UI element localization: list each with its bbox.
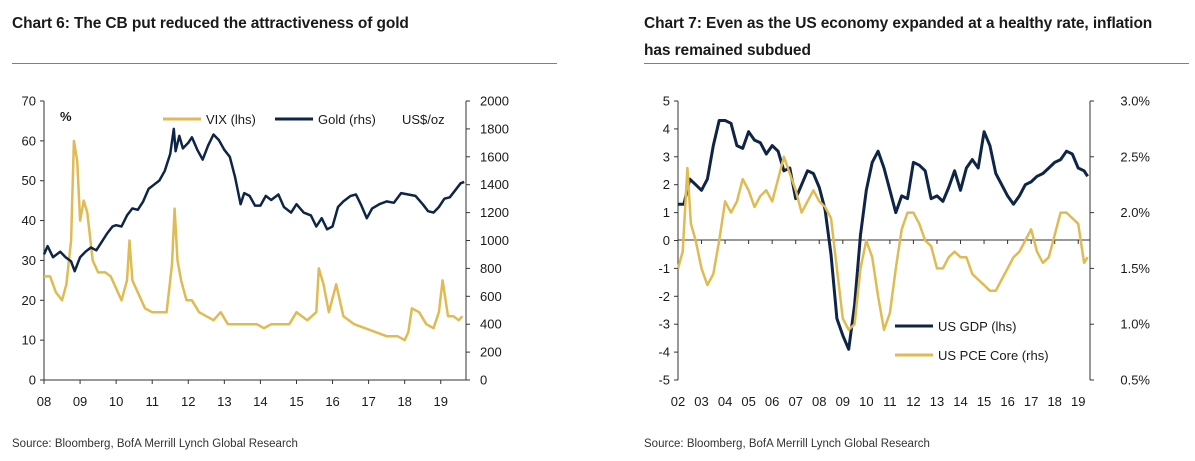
left-y-tick-label: 60 <box>22 133 36 148</box>
x-tick-label: 12 <box>906 394 920 409</box>
left-y-tick-label: -2 <box>658 289 670 304</box>
x-tick-label: 10 <box>859 394 873 409</box>
x-tick-label: 04 <box>718 394 732 409</box>
left-y-tick-label: 40 <box>22 213 36 228</box>
left-y-tick-label: 10 <box>22 333 36 348</box>
x-tick-label: 09 <box>836 394 850 409</box>
left-y-tick-label: -5 <box>658 373 670 388</box>
x-tick-label: 13 <box>930 394 944 409</box>
x-tick-label: 16 <box>325 394 339 409</box>
x-tick-label: 18 <box>397 394 411 409</box>
x-tick-label: 11 <box>883 394 897 409</box>
x-tick-label: 06 <box>765 394 779 409</box>
right-y-tick-label: 2.5% <box>1120 149 1150 164</box>
chart-7-source: Source: Bloomberg, BofA Merrill Lynch Gl… <box>644 438 930 450</box>
x-tick-label: 10 <box>109 394 123 409</box>
right-y-tick-label: 2000 <box>480 94 509 109</box>
series-line-0 <box>44 139 464 342</box>
x-tick-label: 19 <box>1071 394 1085 409</box>
left-y-tick-label: 0 <box>29 373 36 388</box>
chart-7-plot: -5-4-3-2-10123450.5%1.0%1.5%2.0%2.5%3.0%… <box>658 94 1150 410</box>
right-y-tick-label: 0.5% <box>1120 373 1150 388</box>
left-y-tick-label: 70 <box>22 94 36 109</box>
right-y-tick-label: 1.5% <box>1120 261 1150 276</box>
chart-7-title: Chart 7: Even as the US economy expanded… <box>644 15 1153 59</box>
legend-label-1: US PCE Core (rhs) <box>938 348 1049 363</box>
left-y-tick-label: 3 <box>663 149 670 164</box>
x-tick-label: 08 <box>812 394 826 409</box>
x-tick-label: 05 <box>741 394 755 409</box>
legend-label-0: VIX (lhs) <box>206 112 256 127</box>
right-axis-unit-label: US$/oz <box>402 112 445 127</box>
x-tick-label: 14 <box>953 394 967 409</box>
chart-6-source: Source: Bloomberg, BofA Merrill Lynch Gl… <box>12 438 298 450</box>
x-tick-label: 12 <box>181 394 195 409</box>
x-tick-label: 14 <box>253 394 267 409</box>
x-tick-label: 03 <box>694 394 708 409</box>
chart-7-title-rule <box>644 63 1189 64</box>
right-y-tick-label: 1.0% <box>1120 317 1150 332</box>
x-tick-label: 09 <box>73 394 87 409</box>
legend-label-0: US GDP (lhs) <box>938 319 1017 334</box>
left-y-tick-label: 5 <box>663 94 670 109</box>
chart-6-plot: 0 10 20 30 40 50 60 70 0 200 400 600 800 1000 1200 1400… <box>22 94 509 410</box>
x-tick-label: 19 <box>434 394 448 409</box>
series-line-1 <box>42 127 465 273</box>
chart-6-title-rule <box>12 63 557 64</box>
x-tick-label: 02 <box>671 394 685 409</box>
left-y-tick-label: -4 <box>658 345 670 360</box>
left-y-tick-label: -3 <box>658 317 670 332</box>
x-tick-label: 07 <box>788 394 802 409</box>
chart-6-panel: Chart 6: The CB put reduced the attracti… <box>0 0 570 461</box>
left-y-tick-label: -1 <box>658 261 670 276</box>
x-tick-label: 15 <box>289 394 303 409</box>
x-tick-label: 13 <box>217 394 231 409</box>
x-tick-label: 17 <box>1024 394 1038 409</box>
left-y-tick-label: 0 <box>663 233 670 248</box>
x-tick-label: 15 <box>977 394 991 409</box>
right-y-tick-label: 2.0% <box>1120 205 1150 220</box>
right-y-tick-label: 3.0% <box>1120 94 1150 109</box>
right-y-tick-label: 400 <box>480 317 502 332</box>
right-y-tick-label: 1000 <box>480 233 509 248</box>
left-y-tick-label: 1 <box>663 205 670 220</box>
legend-label-1: Gold (rhs) <box>318 112 376 127</box>
right-y-tick-label: 1200 <box>480 205 509 220</box>
x-tick-label: 08 <box>37 394 51 409</box>
chart-7-panel: Chart 7: Even as the US economy expanded… <box>630 0 1195 461</box>
x-tick-label: 17 <box>361 394 375 409</box>
x-tick-label: 18 <box>1047 394 1061 409</box>
right-y-tick-label: 200 <box>480 345 502 360</box>
right-y-tick-label: 0 <box>480 373 487 388</box>
left-axis-unit-label: % <box>60 109 72 124</box>
right-y-tick-label: 1400 <box>480 177 509 192</box>
left-y-tick-label: 20 <box>22 293 36 308</box>
series-line-0 <box>678 119 1089 351</box>
series-line-1 <box>676 155 1089 332</box>
right-y-tick-label: 800 <box>480 261 502 276</box>
left-y-tick-label: 50 <box>22 173 36 188</box>
left-y-tick-label: 30 <box>22 253 36 268</box>
x-tick-label: 16 <box>1000 394 1014 409</box>
right-y-tick-label: 1800 <box>480 121 509 136</box>
x-tick-label: 11 <box>145 394 159 409</box>
right-y-tick-label: 1600 <box>480 149 509 164</box>
left-y-tick-label: 4 <box>663 121 670 136</box>
left-y-tick-label: 2 <box>663 177 670 192</box>
chart-6-title: Chart 6: The CB put reduced the attracti… <box>12 15 409 32</box>
right-y-tick-label: 600 <box>480 289 502 304</box>
